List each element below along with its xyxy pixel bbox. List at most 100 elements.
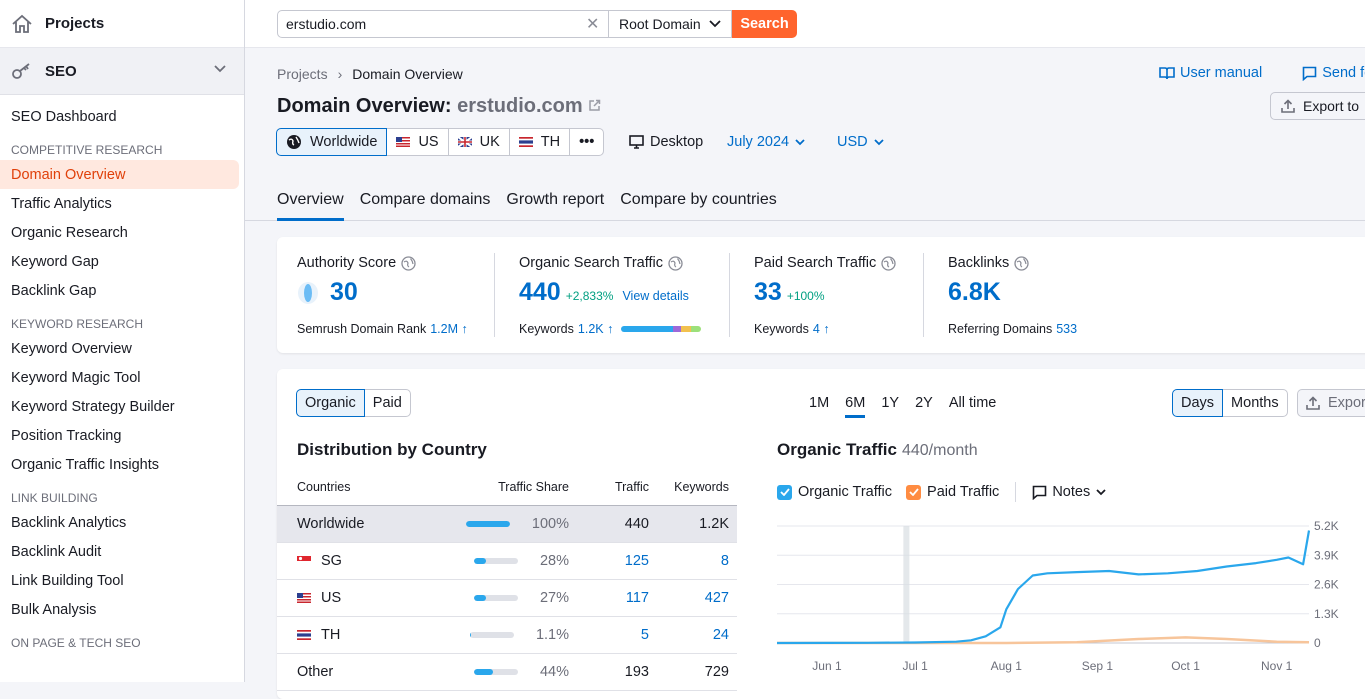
toggle-organic[interactable]: Organic <box>296 389 365 417</box>
sidebar-projects[interactable]: Projects <box>0 0 244 48</box>
traffic-cell[interactable]: 5 <box>577 616 657 653</box>
sidebar-item-traffic-analytics[interactable]: Traffic Analytics <box>0 189 239 218</box>
region-uk[interactable]: UK <box>448 128 510 156</box>
sidebar-seo[interactable]: SEO <box>0 48 244 95</box>
kpi-organic-sub-value[interactable]: 1.2K ↑ <box>578 322 613 336</box>
more-regions-button[interactable]: ••• <box>569 128 604 156</box>
note-marker[interactable] <box>903 526 909 643</box>
region-us[interactable]: US <box>386 128 448 156</box>
chevron-down-icon[interactable] <box>1096 489 1106 496</box>
kpi-paid-sub-value[interactable]: 4 ↑ <box>813 322 830 336</box>
keywords-cell[interactable]: 8 <box>657 542 737 579</box>
col-traffic-share[interactable]: Traffic Share <box>437 469 577 505</box>
kpi-authority-value[interactable]: 30 <box>330 278 358 307</box>
tab-growth-report[interactable]: Growth report <box>506 191 604 221</box>
currency-label: USD <box>837 134 868 150</box>
period-1m[interactable]: 1M <box>809 395 829 418</box>
region-worldwide[interactable]: Worldwide <box>276 128 387 156</box>
date-select[interactable]: July 2024 <box>727 134 805 150</box>
traffic-card: Organic Paid Distribution by Country Cou… <box>277 369 1365 699</box>
sidebar-item-link-building-tool[interactable]: Link Building Tool <box>0 566 239 595</box>
sidebar-item-keyword-overview[interactable]: Keyword Overview <box>0 334 239 363</box>
organic-traffic-line[interactable] <box>777 531 1309 644</box>
share-bar-fill <box>474 669 493 675</box>
sidebar-item-keyword-magic-tool[interactable]: Keyword Magic Tool <box>0 363 239 392</box>
period-6m[interactable]: 6M <box>845 395 865 418</box>
chart-export-button[interactable]: Expor <box>1298 389 1365 417</box>
notes-dropdown[interactable]: Notes <box>1052 484 1090 500</box>
toggle-months[interactable]: Months <box>1222 389 1288 417</box>
sidebar-seo-label: SEO <box>45 63 77 80</box>
currency-select[interactable]: USD <box>837 134 884 150</box>
tab-compare-by-countries[interactable]: Compare by countries <box>620 191 777 221</box>
sidebar-item-organic-traffic-insights[interactable]: Organic Traffic Insights <box>0 450 239 479</box>
sidebar-item-backlink-audit[interactable]: Backlink Audit <box>0 537 239 566</box>
kpi-card: Authority Score 30 Semrush Domain Rank 1… <box>277 237 1365 353</box>
keywords-cell[interactable]: 427 <box>657 579 737 616</box>
sidebar-item-bulk-analysis[interactable]: Bulk Analysis <box>0 595 239 624</box>
organic-checkbox[interactable] <box>777 485 792 500</box>
chevron-down-icon[interactable] <box>214 65 226 73</box>
close-icon[interactable]: ✕ <box>586 14 599 34</box>
sidebar-item-seo-dashboard[interactable]: SEO Dashboard <box>0 102 239 131</box>
view-details-link[interactable]: View details <box>622 289 688 303</box>
keywords-cell[interactable]: 24 <box>657 616 737 653</box>
globe-info-icon[interactable] <box>401 256 416 271</box>
breadcrumb-projects[interactable]: Projects <box>277 66 328 82</box>
send-feedback-link[interactable]: Send feed <box>1302 65 1365 81</box>
chevron-right-icon: › <box>338 66 343 82</box>
export-button[interactable]: Export to <box>1270 92 1365 120</box>
scope-select[interactable]: Root Domain <box>609 10 732 38</box>
col-keywords[interactable]: Keywords <box>657 469 737 505</box>
period-2y[interactable]: 2Y <box>915 395 933 418</box>
sidebar-item-keyword-gap[interactable]: Keyword Gap <box>0 247 239 276</box>
traffic-cell[interactable]: 117 <box>577 579 657 616</box>
toggle-paid[interactable]: Paid <box>364 389 411 417</box>
globe-info-icon[interactable] <box>668 256 683 271</box>
kpi-paid-value[interactable]: 33 <box>754 278 782 307</box>
globe-info-icon[interactable] <box>881 256 896 271</box>
page-title-domain[interactable]: erstudio.com <box>457 95 583 117</box>
sidebar-item-backlink-analytics[interactable]: Backlink Analytics <box>0 508 239 537</box>
sidebar-item-domain-overview[interactable]: Domain Overview <box>0 160 239 189</box>
legend-organic[interactable]: Organic Traffic <box>798 484 892 500</box>
tab-compare-domains[interactable]: Compare domains <box>360 191 491 221</box>
region-th[interactable]: TH <box>509 128 570 156</box>
legend-paid[interactable]: Paid Traffic <box>927 484 999 500</box>
kpi-authority-sub-value[interactable]: 1.2M ↑ <box>430 322 468 336</box>
sidebar-item-keyword-strategy-builder[interactable]: Keyword Strategy Builder <box>0 392 239 421</box>
toggle-days[interactable]: Days <box>1172 389 1223 417</box>
header-links: User manual Send feed <box>1159 65 1365 81</box>
col-traffic[interactable]: Traffic <box>577 469 657 505</box>
paid-checkbox[interactable] <box>906 485 921 500</box>
tab-overview[interactable]: Overview <box>277 191 344 221</box>
globe-info-icon[interactable] <box>1014 256 1029 271</box>
breadcrumb: Projects›Domain Overview <box>277 66 463 82</box>
kpi-backlinks-sub-value[interactable]: 533 <box>1056 322 1077 336</box>
region-us-label: US <box>418 134 438 150</box>
scope-select-label: Root Domain <box>619 16 701 32</box>
user-manual-link[interactable]: User manual <box>1159 65 1282 81</box>
sidebar-item-position-tracking[interactable]: Position Tracking <box>0 421 239 450</box>
domain-search-input[interactable] <box>277 10 609 38</box>
kpi-backlinks-value[interactable]: 6.8K <box>948 278 1001 307</box>
key-icon <box>11 61 33 81</box>
external-link-icon[interactable] <box>588 99 601 112</box>
share-bar-fill <box>474 558 486 564</box>
sidebar-item-backlink-gap[interactable]: Backlink Gap <box>0 276 239 305</box>
search-button[interactable]: Search <box>732 10 797 38</box>
kpi-backlinks-title: Backlinks <box>948 255 1009 271</box>
device-select[interactable]: Desktop <box>629 134 703 150</box>
share-bar <box>474 558 518 564</box>
traffic-cell[interactable]: 125 <box>577 542 657 579</box>
period-all-time[interactable]: All time <box>949 395 997 418</box>
sidebar-item-organic-research[interactable]: Organic Research <box>0 218 239 247</box>
period-1y[interactable]: 1Y <box>881 395 899 418</box>
kpi-organic-value[interactable]: 440 <box>519 278 561 307</box>
